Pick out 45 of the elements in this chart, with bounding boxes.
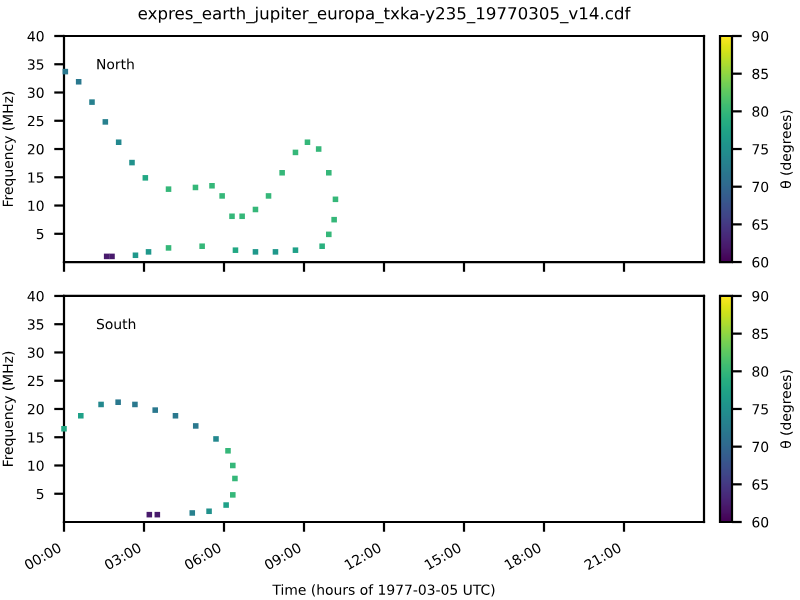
point	[213, 436, 219, 442]
point	[331, 216, 337, 223]
point	[272, 249, 279, 255]
point	[223, 502, 229, 508]
point	[319, 243, 325, 249]
point	[132, 401, 138, 408]
point	[239, 213, 245, 220]
point	[129, 159, 135, 166]
point	[132, 252, 139, 259]
point	[115, 139, 122, 146]
point	[89, 99, 95, 105]
point	[252, 249, 259, 255]
point	[232, 247, 239, 253]
point	[265, 193, 272, 199]
point	[61, 425, 67, 432]
point	[192, 423, 199, 429]
point	[165, 186, 172, 192]
point	[189, 510, 196, 516]
point	[102, 119, 109, 125]
point	[315, 146, 322, 152]
point	[292, 247, 299, 253]
point	[115, 399, 121, 405]
point	[98, 401, 104, 408]
point	[172, 412, 179, 419]
point	[165, 245, 172, 251]
point	[232, 475, 238, 482]
point	[304, 139, 311, 146]
point	[209, 182, 215, 189]
point	[152, 407, 158, 413]
chart-title: expres_earth_jupiter_europa_txka-y235_19770305_v14.cdf	[138, 6, 631, 24]
point	[206, 508, 212, 515]
point	[230, 492, 236, 498]
point	[78, 412, 84, 419]
point	[75, 79, 82, 85]
point	[326, 169, 332, 176]
point	[229, 213, 235, 220]
point	[145, 249, 152, 255]
point	[142, 175, 149, 181]
point	[225, 448, 231, 454]
point	[219, 193, 225, 199]
point	[199, 243, 205, 249]
point	[279, 169, 285, 176]
point	[109, 253, 115, 260]
point	[230, 462, 236, 469]
point	[326, 231, 332, 238]
